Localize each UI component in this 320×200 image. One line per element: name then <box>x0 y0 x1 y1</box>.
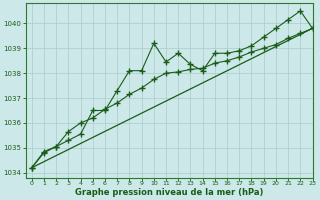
X-axis label: Graphe pression niveau de la mer (hPa): Graphe pression niveau de la mer (hPa) <box>75 188 263 197</box>
